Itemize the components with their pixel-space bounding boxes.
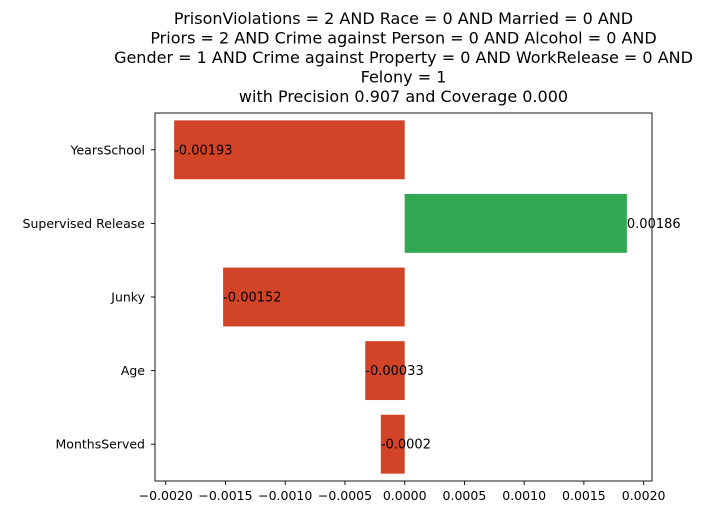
y-axis: YearsSchool Supervised Release Junky Age Mon… (23, 142, 155, 452)
y-tick-label: YearsSchool (70, 142, 145, 157)
data-label: -0.00152 (223, 291, 281, 306)
title-line: Priors = 2 AND Crime against Person = 0 … (150, 29, 656, 48)
x-tick-label: 0.0020 (622, 488, 666, 503)
bar (380, 414, 405, 474)
x-tick-label: −0.0005 (318, 488, 372, 503)
chart-title: PrisonViolations = 2 AND Race = 0 AND Ma… (114, 9, 693, 106)
data-label: -0.00193 (174, 143, 232, 158)
title-line: with Precision 0.907 and Coverage 0.000 (239, 87, 568, 106)
x-tick-label: 0.0010 (502, 488, 546, 503)
title-line: PrisonViolations = 2 AND Race = 0 AND Ma… (174, 9, 633, 28)
bar (404, 193, 627, 253)
x-tick-label: −0.0020 (139, 488, 193, 503)
bar (174, 120, 405, 180)
x-tick-label: 0.0000 (383, 488, 427, 503)
x-tick-label: 0.0015 (562, 488, 606, 503)
y-tick-label: Age (121, 363, 145, 378)
x-tick-label: 0.0005 (443, 488, 487, 503)
x-axis: −0.0020 −0.0015 −0.0010 −0.0005 0.0000 0.0005… (139, 481, 666, 503)
data-label: -0.0002 (381, 438, 431, 453)
x-tick-label: −0.0015 (198, 488, 252, 503)
bar (223, 267, 405, 327)
y-tick-label: MonthsServed (56, 437, 145, 452)
x-tick-label: −0.0010 (258, 488, 312, 503)
data-label: -0.00033 (365, 364, 423, 379)
title-line: Gender = 1 AND Crime against Property = … (114, 48, 693, 67)
title-line: Felony = 1 (361, 68, 447, 87)
bars (174, 120, 627, 474)
data-label: 0.00186 (627, 217, 681, 232)
data-labels: -0.00193 0.00186 -0.00152 -0.00033 -0.0002 (174, 143, 681, 452)
bar (365, 341, 405, 401)
y-tick-label: Junky (110, 290, 145, 305)
y-tick-label: Supervised Release (23, 216, 146, 231)
